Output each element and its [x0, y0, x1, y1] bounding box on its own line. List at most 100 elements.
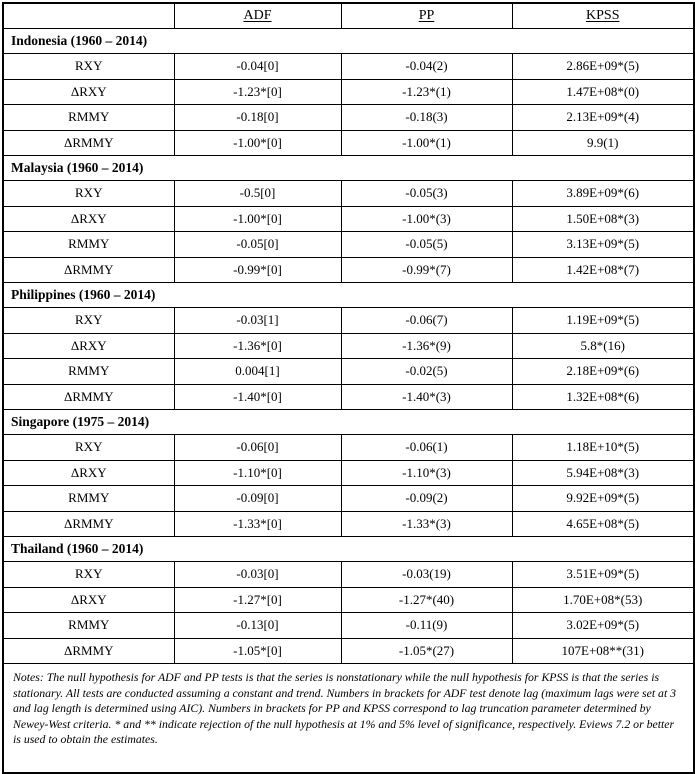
kpss-value-cell: 9.92E+09*(5)	[511, 485, 695, 512]
data-row: RMMY 0.004[1] -0.02(5) 2.18E+09*(6)	[2, 358, 695, 385]
adf-value-cell: -0.03[1]	[173, 307, 342, 334]
adf-header-label: ADF	[243, 8, 272, 23]
pp-value-cell: -0.18(3)	[340, 104, 513, 131]
data-row: ΔRXY -1.23*[0] -1.23*(1) 1.47E+08*(0)	[2, 78, 695, 105]
data-row: RMMY -0.05[0] -0.05(5) 3.13E+09*(5)	[2, 231, 695, 258]
data-row: RXY -0.03[0] -0.03(19) 3.51E+09*(5)	[2, 561, 695, 588]
row-label-cell: ΔRMMY	[2, 383, 175, 410]
adf-value-cell: -1.36*[0]	[173, 332, 342, 359]
kpss-value-cell: 1.19E+09*(5)	[511, 307, 695, 334]
kpss-value-cell: 2.18E+09*(6)	[511, 358, 695, 385]
row-label-cell: RMMY	[2, 485, 175, 512]
row-label-cell: ΔRMMY	[2, 129, 175, 156]
kpss-value-cell: 9.9(1)	[511, 129, 695, 156]
data-row: ΔRXY -1.10*[0] -1.10*(3) 5.94E+08*(3)	[2, 459, 695, 486]
row-label-cell: RXY	[2, 561, 175, 588]
kpss-value-cell: 1.47E+08*(0)	[511, 78, 695, 105]
section-title: Thailand (1960 – 2014)	[2, 536, 695, 562]
row-label-cell: ΔRMMY	[2, 510, 175, 537]
kpss-value-cell: 5.8*(16)	[511, 332, 695, 359]
row-label-cell: RMMY	[2, 231, 175, 258]
pp-value-cell: -0.04(2)	[340, 53, 513, 80]
row-label-cell: ΔRXY	[2, 459, 175, 486]
pp-header-label: PP	[418, 8, 435, 23]
section-title: Philippines (1960 – 2014)	[2, 282, 695, 308]
corner-cell	[2, 2, 175, 29]
data-row: RMMY -0.09[0] -0.09(2) 9.92E+09*(5)	[2, 485, 695, 512]
row-label-cell: RMMY	[2, 104, 175, 131]
adf-value-cell: -1.23*[0]	[173, 78, 342, 105]
row-label-cell: ΔRXY	[2, 586, 175, 613]
section-header-row: Malaysia (1960 – 2014)	[2, 155, 695, 181]
column-header-row: ADF PP KPSS	[2, 2, 695, 29]
kpss-value-cell: 4.65E+08*(5)	[511, 510, 695, 537]
pp-value-cell: -0.99*(7)	[340, 256, 513, 283]
data-row: RXY -0.04[0] -0.04(2) 2.86E+09*(5)	[2, 53, 695, 80]
row-label-cell: ΔRXY	[2, 78, 175, 105]
kpss-value-cell: 3.02E+09*(5)	[511, 612, 695, 639]
data-row: ΔRMMY -1.00*[0] -1.00*(1) 9.9(1)	[2, 129, 695, 156]
section-header-row: Singapore (1975 – 2014)	[2, 409, 695, 435]
row-label-cell: ΔRXY	[2, 332, 175, 359]
section-title: Malaysia (1960 – 2014)	[2, 155, 695, 181]
adf-value-cell: -1.33*[0]	[173, 510, 342, 537]
column-header-kpss: KPSS	[511, 2, 695, 29]
column-header-adf: ADF	[173, 2, 342, 29]
section-header-row: Indonesia (1960 – 2014)	[2, 28, 695, 54]
kpss-value-cell: 5.94E+08*(3)	[511, 459, 695, 486]
pp-value-cell: -0.05(5)	[340, 231, 513, 258]
pp-value-cell: -1.23*(1)	[340, 78, 513, 105]
pp-value-cell: -1.36*(9)	[340, 332, 513, 359]
data-row: ΔRXY -1.00*[0] -1.00*(3) 1.50E+08*(3)	[2, 205, 695, 232]
data-row: RXY -0.06[0] -0.06(1) 1.18E+10*(5)	[2, 434, 695, 461]
pp-value-cell: -0.05(3)	[340, 180, 513, 207]
section-title: Singapore (1975 – 2014)	[2, 409, 695, 435]
adf-value-cell: -0.18[0]	[173, 104, 342, 131]
pp-value-cell: -1.33*(3)	[340, 510, 513, 537]
pp-value-cell: -1.05*(27)	[340, 637, 513, 664]
pp-value-cell: -0.03(19)	[340, 561, 513, 588]
pp-value-cell: -0.02(5)	[340, 358, 513, 385]
data-row: RXY -0.5[0] -0.05(3) 3.89E+09*(6)	[2, 180, 695, 207]
adf-value-cell: 0.004[1]	[173, 358, 342, 385]
adf-value-cell: -1.00*[0]	[173, 205, 342, 232]
pp-value-cell: -1.00*(1)	[340, 129, 513, 156]
section-title: Indonesia (1960 – 2014)	[2, 28, 695, 54]
kpss-value-cell: 2.13E+09*(4)	[511, 104, 695, 131]
pp-value-cell: -1.10*(3)	[340, 459, 513, 486]
row-label-cell: RXY	[2, 434, 175, 461]
adf-value-cell: -1.40*[0]	[173, 383, 342, 410]
pp-value-cell: -0.11(9)	[340, 612, 513, 639]
kpss-value-cell: 1.70E+08*(53)	[511, 586, 695, 613]
adf-value-cell: -0.13[0]	[173, 612, 342, 639]
kpss-header-label: KPSS	[586, 8, 620, 23]
row-label-cell: ΔRMMY	[2, 637, 175, 664]
data-row: RMMY -0.13[0] -0.11(9) 3.02E+09*(5)	[2, 612, 695, 639]
pp-value-cell: -0.06(1)	[340, 434, 513, 461]
data-row: ΔRXY -1.36*[0] -1.36*(9) 5.8*(16)	[2, 332, 695, 359]
adf-value-cell: -0.5[0]	[173, 180, 342, 207]
kpss-value-cell: 1.18E+10*(5)	[511, 434, 695, 461]
notes-row: Notes: The null hypothesis for ADF and P…	[2, 662, 695, 774]
pp-value-cell: -1.27*(40)	[340, 586, 513, 613]
adf-value-cell: -0.05[0]	[173, 231, 342, 258]
data-row: ΔRMMY -1.05*[0] -1.05*(27) 107E+08**(31)	[2, 637, 695, 664]
adf-value-cell: -0.99*[0]	[173, 256, 342, 283]
section-header-row: Thailand (1960 – 2014)	[2, 536, 695, 562]
pp-value-cell: -0.06(7)	[340, 307, 513, 334]
row-label-cell: RMMY	[2, 358, 175, 385]
row-label-cell: ΔRXY	[2, 205, 175, 232]
data-row: ΔRMMY -1.33*[0] -1.33*(3) 4.65E+08*(5)	[2, 510, 695, 537]
column-header-pp: PP	[340, 2, 513, 29]
kpss-value-cell: 3.13E+09*(5)	[511, 231, 695, 258]
adf-value-cell: -0.03[0]	[173, 561, 342, 588]
kpss-value-cell: 1.42E+08*(7)	[511, 256, 695, 283]
row-label-cell: ΔRMMY	[2, 256, 175, 283]
pp-value-cell: -1.40*(3)	[340, 383, 513, 410]
row-label-cell: RXY	[2, 53, 175, 80]
data-row: ΔRMMY -0.99*[0] -0.99*(7) 1.42E+08*(7)	[2, 256, 695, 283]
row-label-cell: RMMY	[2, 612, 175, 639]
row-label-cell: RXY	[2, 307, 175, 334]
adf-value-cell: -0.04[0]	[173, 53, 342, 80]
